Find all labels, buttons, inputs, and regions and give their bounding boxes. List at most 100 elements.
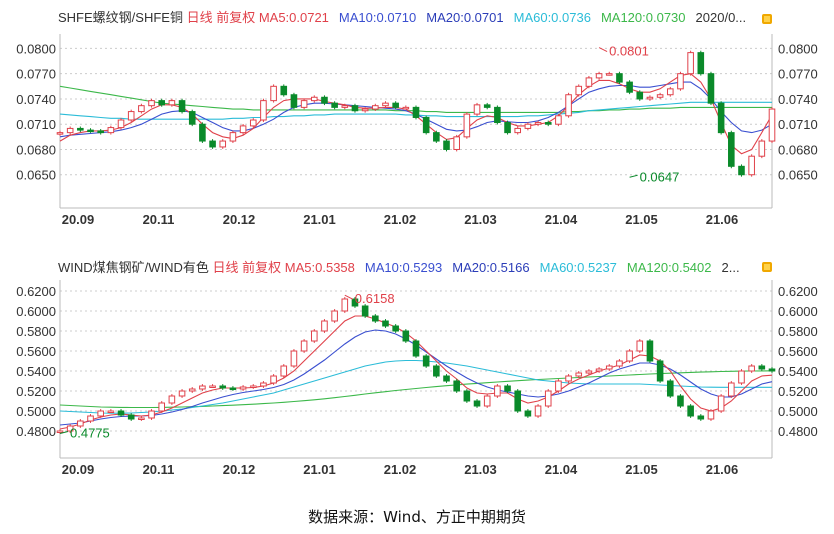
candle: [219, 140, 227, 148]
candle: [473, 104, 481, 115]
candle: [575, 372, 583, 377]
series-ma5: [59, 315, 773, 430]
candle: [738, 165, 745, 176]
candle: [127, 414, 135, 420]
candle: [361, 108, 369, 112]
candle: [77, 127, 84, 131]
candle: [260, 100, 267, 121]
lock-icon[interactable]: [762, 14, 772, 24]
candle: [717, 102, 725, 134]
candle: [433, 365, 440, 377]
candle: [626, 81, 633, 93]
candle: [351, 105, 359, 112]
candle: [585, 77, 593, 87]
chart-svg-rebar-copper: SHFE螺纹钢/SHFE铜 日线 前复权 MA5:0.0721 MA10:0.07…: [16, 10, 818, 227]
x-tick: 21.03: [464, 212, 497, 227]
candle: [666, 88, 674, 96]
candle: [382, 320, 389, 327]
x-tick: 21.05: [625, 462, 658, 477]
annotation-label: 0.0647: [640, 169, 680, 184]
period-label: 日线 前复权: [213, 260, 285, 275]
y-tick-right: 0.5600: [778, 344, 818, 359]
legend-item-ma120: MA120:0.5402: [627, 260, 712, 275]
x-tick: 21.06: [706, 462, 739, 477]
y-tick-right: 0.0740: [778, 92, 818, 107]
candle: [636, 91, 644, 100]
y-tick-right: 0.0650: [778, 168, 818, 183]
annotation-label: 0.4775: [70, 426, 110, 441]
candle: [483, 395, 491, 407]
candle: [219, 385, 227, 389]
candle: [728, 382, 735, 397]
candle: [87, 129, 94, 133]
candle: [483, 104, 491, 108]
x-tick: 21.04: [545, 212, 578, 227]
candle: [56, 132, 64, 135]
candle: [433, 132, 440, 142]
candle: [249, 385, 257, 388]
series-ma60: [59, 359, 772, 414]
candle: [402, 330, 410, 342]
legend-item-date: 2020/0...: [696, 10, 747, 25]
legend-item-ma60: MA60:0.5237: [540, 260, 617, 275]
candle: [565, 94, 572, 117]
y-tick-right: 0.0800: [778, 41, 818, 56]
x-tick: 21.03: [464, 462, 497, 477]
candle: [168, 100, 176, 106]
legend-item-ma60: MA60:0.0736: [514, 10, 591, 25]
candle: [331, 310, 338, 322]
candle: [188, 111, 196, 125]
candle: [677, 395, 684, 407]
candle: [229, 387, 237, 390]
y-tick-right: 0.5200: [778, 384, 818, 399]
candle: [209, 140, 216, 148]
lock-icon[interactable]: [762, 262, 772, 272]
x-tick: 21.04: [545, 462, 578, 477]
candle: [117, 410, 125, 416]
candle: [707, 410, 715, 420]
candle: [453, 380, 460, 392]
candle: [107, 410, 115, 413]
chart-title: SHFE螺纹钢/SHFE铜 日线 前复权 MA5:0.0721 MA10:0.07…: [58, 10, 746, 25]
candle: [321, 320, 328, 332]
candle: [494, 385, 501, 397]
candle: [514, 390, 522, 412]
candle: [443, 140, 450, 150]
candle: [280, 365, 288, 377]
candle: [463, 113, 471, 138]
y-tick-left: 0.4800: [16, 424, 56, 439]
candle: [290, 94, 298, 108]
candle: [504, 385, 511, 392]
x-tick: 20.11: [143, 212, 175, 227]
candle: [168, 395, 176, 404]
candle: [107, 127, 115, 134]
candle: [382, 102, 389, 107]
candle: [341, 298, 349, 312]
chart-panel-coal-steel-nonferrous: WIND煤焦钢矿/WIND有色 日线 前复权 MA5:0.5358 MA10:0.…: [0, 250, 834, 490]
candle: [392, 325, 399, 332]
candle: [148, 100, 155, 107]
y-tick-right: 0.5400: [778, 364, 818, 379]
x-tick: 21.06: [706, 212, 739, 227]
candle: [331, 102, 338, 108]
candle: [422, 116, 430, 134]
candle: [158, 100, 166, 106]
candle: [555, 380, 562, 392]
candle: [97, 130, 104, 134]
y-tick-right: 0.0710: [778, 117, 818, 132]
candle: [402, 106, 410, 110]
candle: [534, 122, 542, 125]
candle: [158, 402, 166, 412]
candle: [697, 415, 705, 420]
candle: [66, 425, 74, 432]
candle: [748, 365, 755, 372]
candle: [707, 73, 715, 104]
y-tick-left: 0.5000: [16, 404, 56, 419]
candle: [524, 410, 532, 417]
annotation-label: 0.6158: [355, 291, 395, 306]
candle: [321, 96, 328, 104]
candle: [188, 388, 196, 392]
period-label: 日线 前复权: [187, 10, 259, 25]
candle: [646, 340, 654, 362]
candle: [97, 410, 104, 417]
